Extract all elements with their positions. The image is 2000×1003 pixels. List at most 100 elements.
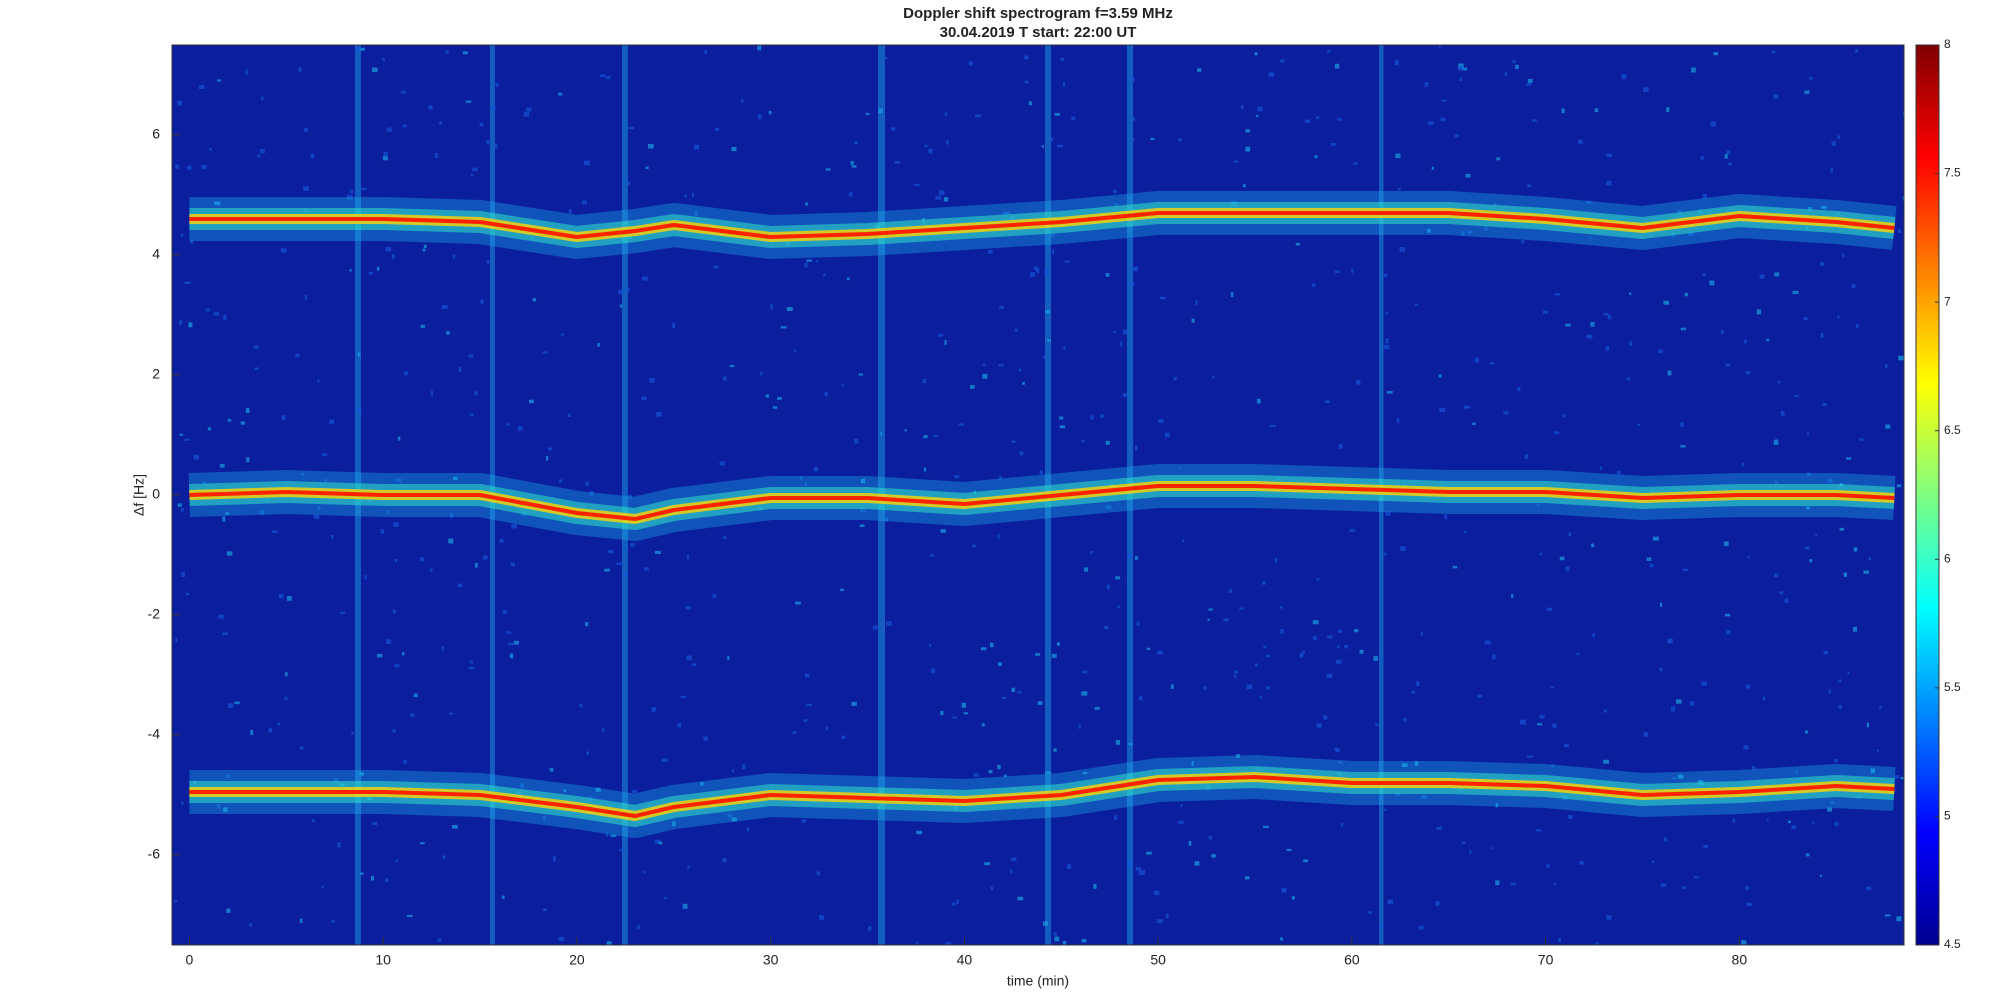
noise-speckle: [1697, 780, 1704, 785]
noise-speckle: [1762, 696, 1765, 701]
noise-speckle: [439, 121, 443, 125]
noise-speckle: [663, 897, 668, 900]
noise-speckle: [990, 886, 994, 890]
noise-speckle: [560, 333, 564, 336]
noise-speckle: [1017, 690, 1022, 694]
noise-speckle: [1688, 232, 1694, 236]
noise-speckle: [1383, 552, 1387, 556]
noise-speckle: [1469, 849, 1472, 854]
noise-speckle: [1064, 260, 1071, 263]
noise-speckle: [610, 834, 617, 837]
noise-speckle: [1616, 470, 1621, 475]
noise-speckle: [684, 194, 687, 198]
noise-speckle: [1180, 804, 1183, 808]
noise-speckle: [715, 128, 719, 131]
noise-speckle: [1334, 747, 1337, 752]
noise-speckle: [1127, 861, 1133, 867]
noise-speckle: [1113, 331, 1116, 334]
noise-speckle: [1807, 472, 1811, 477]
noise-speckle: [329, 419, 335, 424]
noise-speckle: [1035, 653, 1041, 656]
noise-speckle: [1170, 684, 1174, 689]
noise-speckle: [494, 143, 498, 149]
noise-speckle: [448, 712, 454, 715]
y-tick-label: 2: [152, 366, 160, 382]
noise-speckle: [686, 554, 690, 560]
noise-speckle: [886, 621, 892, 626]
colorbar-tick-label: 5: [1944, 809, 1951, 823]
noise-speckle: [643, 871, 646, 874]
noise-speckle: [1774, 573, 1779, 578]
noise-speckle: [1546, 607, 1553, 611]
noise-speckle: [999, 475, 1002, 481]
noise-speckle: [998, 364, 1004, 367]
noise-speckle: [260, 510, 265, 515]
noise-speckle: [1081, 439, 1085, 443]
noise-speckle: [1105, 505, 1112, 510]
noise-speckle: [1255, 114, 1259, 118]
noise-speckle: [317, 379, 320, 383]
noise-speckle: [1327, 635, 1333, 639]
noise-speckle: [1558, 937, 1561, 943]
noise-speckle: [480, 299, 484, 304]
noise-speckle: [731, 817, 737, 822]
noise-speckle: [1809, 77, 1814, 80]
noise-speckle: [647, 143, 654, 149]
noise-speckle: [1774, 272, 1780, 277]
noise-speckle: [1879, 705, 1882, 709]
noise-speckle: [386, 639, 392, 644]
x-tick-label: 10: [375, 952, 391, 968]
noise-speckle: [1795, 770, 1798, 775]
noise-speckle: [1234, 670, 1239, 674]
noise-speckle: [1234, 674, 1237, 679]
noise-speckle: [651, 706, 656, 712]
noise-speckle: [1050, 233, 1055, 238]
noise-speckle: [1195, 300, 1198, 306]
noise-speckle: [245, 69, 248, 75]
noise-speckle: [1474, 357, 1479, 363]
noise-speckle: [1594, 942, 1599, 945]
noise-speckle: [1868, 557, 1871, 561]
noise-speckle: [958, 423, 965, 426]
noise-speckle: [1338, 629, 1342, 633]
noise-speckle: [1233, 160, 1239, 163]
noise-speckle: [542, 351, 548, 354]
noise-speckle: [997, 534, 1000, 539]
noise-speckle: [303, 186, 309, 191]
noise-speckle: [940, 529, 947, 533]
noise-speckle: [1591, 543, 1595, 548]
noise-speckle: [1122, 329, 1128, 335]
noise-speckle: [1838, 679, 1842, 683]
noise-speckle: [1472, 422, 1476, 426]
noise-speckle: [1173, 377, 1177, 381]
noise-speckle: [403, 371, 409, 376]
noise-speckle: [649, 378, 655, 383]
noise-speckle: [501, 895, 505, 899]
noise-speckle: [1280, 937, 1284, 941]
noise-speckle: [1663, 837, 1668, 842]
noise-speckle: [486, 140, 490, 145]
noise-speckle: [559, 479, 563, 483]
noise-speckle: [1495, 803, 1499, 808]
noise-speckle: [278, 594, 284, 599]
noise-speckle: [589, 490, 594, 496]
noise-speckle: [1353, 162, 1358, 165]
noise-speckle: [1191, 761, 1194, 767]
noise-speckle: [1254, 663, 1258, 667]
noise-speckle: [1728, 162, 1732, 166]
noise-speckle: [1043, 355, 1047, 359]
noise-speckle: [1660, 883, 1667, 887]
noise-speckle: [1701, 681, 1707, 686]
noise-speckle: [677, 723, 682, 728]
noise-speckle: [1489, 362, 1495, 365]
noise-speckle: [816, 871, 820, 876]
noise-speckle: [312, 819, 315, 822]
noise-speckle: [385, 247, 392, 252]
noise-speckle: [364, 575, 367, 580]
noise-speckle: [299, 746, 304, 750]
noise-speckle: [1341, 823, 1344, 827]
noise-speckle: [1536, 829, 1542, 832]
noise-speckle: [397, 436, 401, 441]
noise-speckle: [1207, 618, 1210, 621]
noise-speckle: [1291, 896, 1296, 900]
